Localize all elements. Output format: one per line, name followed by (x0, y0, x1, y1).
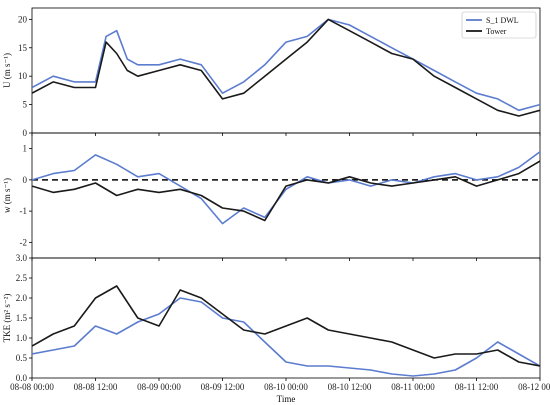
x-tick-label: 08-11 12:00 (455, 382, 499, 392)
y-tick-label-bottom: 3.0 (16, 253, 28, 263)
y-tick-label-top: 5 (23, 100, 28, 110)
y-tick-label-bottom: 2.0 (16, 293, 28, 303)
y-tick-label-middle: -1 (20, 206, 28, 216)
x-tick-label: 08-08 00:00 (10, 382, 54, 392)
series-line-middle-tower (32, 160, 540, 222)
series-line-bottom-dwl (32, 297, 540, 377)
x-tick-label: 08-09 00:00 (137, 382, 181, 392)
y-tick-label-middle: 0 (23, 175, 28, 185)
series-line-top-tower (32, 18, 540, 117)
panel-frame-bottom (31, 257, 541, 379)
y-axis-label-middle: w (m s⁻¹) (2, 178, 12, 213)
y-tick-label-bottom: 1.5 (16, 313, 28, 323)
y-tick-label-top: 15 (18, 43, 28, 53)
series-line-bottom-tower (32, 285, 540, 367)
x-tick-label: 08-11 00:00 (391, 382, 435, 392)
y-tick-label-bottom: 0.5 (16, 353, 28, 363)
y-tick-label-bottom: 2.5 (16, 273, 28, 283)
series-line-top-dwl (32, 18, 540, 112)
y-tick-label-top: 0 (23, 128, 28, 138)
y-tick-label-bottom: 1.0 (16, 333, 28, 343)
x-axis-label: Time (277, 394, 296, 404)
x-tick-label: 08-10 12:00 (328, 382, 372, 392)
x-tick-label: 08-12 00:00 (518, 382, 550, 392)
x-tick-label: 08-08 12:00 (74, 382, 118, 392)
x-tick-label: 08-09 12:00 (201, 382, 245, 392)
y-tick-label-top: 10 (18, 71, 28, 81)
legend-entry-dwl: S_1 DWL (486, 16, 519, 25)
series-line-middle-dwl (32, 151, 540, 225)
x-tick-label: 08-10 00:00 (264, 382, 308, 392)
legend-entry-tower: Tower (486, 27, 507, 36)
panel-frame-middle (31, 132, 541, 259)
y-tick-label-middle: -2 (20, 237, 28, 247)
y-tick-label-top: 20 (18, 14, 28, 24)
y-axis-label-bottom: TKE (m² s⁻²) (2, 294, 12, 343)
y-tick-label-bottom: 0.0 (16, 373, 28, 383)
y-axis-label-top: U (m s⁻¹) (2, 53, 12, 88)
y-tick-label-middle: 1 (23, 144, 28, 154)
